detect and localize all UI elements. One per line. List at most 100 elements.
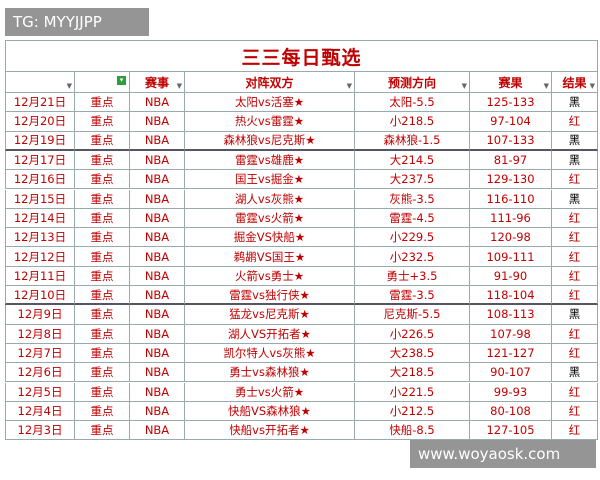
table-cell: 120-98 — [470, 228, 552, 248]
table-cell: 森林狼-1.5 — [355, 131, 470, 151]
table-cell: 小212.5 — [355, 401, 470, 422]
table-cell: 红 — [552, 170, 598, 190]
header-cell: 对阵双方 ▼ — [185, 72, 355, 93]
table-cell: 81-97 — [470, 150, 552, 171]
table-cell: 掘金VS快船★ — [185, 228, 355, 248]
table-cell: 快船VS森林狼★ — [185, 401, 355, 422]
table-cell: 重点 — [75, 266, 130, 286]
table-cell: 重点 — [75, 247, 130, 267]
table-cell: 灰熊-3.5 — [355, 189, 470, 209]
header-cell: 预测方向 ▼ — [355, 72, 470, 93]
table-cell: 黑 — [552, 363, 598, 383]
table-cell: 大238.5 — [355, 343, 470, 364]
table-cell: 12月6日 — [5, 363, 75, 383]
table-cell: 12月9日 — [5, 305, 75, 325]
table-cell: 121-127 — [470, 343, 552, 364]
table-cell: 12月11日 — [5, 266, 75, 286]
table-cell: 12月7日 — [5, 343, 75, 364]
table-cell: NBA — [130, 401, 185, 422]
table-cell: 129-130 — [470, 170, 552, 190]
table-cell: 雷霆-3.5 — [355, 286, 470, 306]
table-cell: 红 — [552, 324, 598, 344]
table-cell: 快船-8.5 — [355, 421, 470, 441]
table-cell: 雷霆-4.5 — [355, 208, 470, 229]
header-cell: 赛果 ▼ — [470, 72, 552, 93]
table-cell: 109-111 — [470, 247, 552, 267]
table-cell: NBA — [130, 343, 185, 364]
table-cell: 90-107 — [470, 363, 552, 383]
table-cell: 111-96 — [470, 208, 552, 229]
table-cell: NBA — [130, 189, 185, 209]
table-cell: 小229.5 — [355, 228, 470, 248]
table-cell: 小226.5 — [355, 324, 470, 344]
table-cell: 108-113 — [470, 305, 552, 325]
table-cell: 重点 — [75, 382, 130, 402]
table-cell: NBA — [130, 286, 185, 306]
table-cell: 鹈鹕VS国王★ — [185, 247, 355, 267]
table-cell: 雷霆vs火箭★ — [185, 208, 355, 229]
table-cell: 116-110 — [470, 189, 552, 209]
table-cell: 火箭vs勇士★ — [185, 266, 355, 286]
table-cell: 凯尔特人vs灰熊★ — [185, 343, 355, 364]
table-cell: 91-90 — [470, 266, 552, 286]
table-cell: 重点 — [75, 286, 130, 306]
table-cell: 12月13日 — [5, 228, 75, 248]
table-cell: 小218.5 — [355, 112, 470, 132]
header-cell: 结果 ▼ — [552, 72, 598, 93]
table-cell: NBA — [130, 382, 185, 402]
table-cell: 森林狼vs尼克斯★ — [185, 131, 355, 151]
header-cell: 赛事 ▼ — [130, 72, 185, 93]
table-cell: 红 — [552, 421, 598, 441]
table-cell: 黑 — [552, 189, 598, 209]
table-cell: 重点 — [75, 150, 130, 171]
table-cell: 12月12日 — [5, 247, 75, 267]
table-cell: 太阳-5.5 — [355, 93, 470, 113]
table-cell: 12月15日 — [5, 189, 75, 209]
table-cell: 107-133 — [470, 131, 552, 151]
table-cell: NBA — [130, 421, 185, 441]
header-cell: ▾ — [75, 72, 130, 93]
table-cell: 红 — [552, 112, 598, 132]
table-cell: 12月19日 — [5, 131, 75, 151]
table-cell: 红 — [552, 247, 598, 267]
header-cell: ▼ — [5, 72, 75, 93]
table-cell: 12月5日 — [5, 382, 75, 402]
table-cell: 重点 — [75, 421, 130, 441]
table-cell: 雷霆vs独行侠★ — [185, 286, 355, 306]
table-cell: NBA — [130, 266, 185, 286]
table-cell: 重点 — [75, 305, 130, 325]
table-cell: 重点 — [75, 401, 130, 422]
table-cell: 重点 — [75, 112, 130, 132]
table-cell: 重点 — [75, 189, 130, 209]
table-cell: 12月8日 — [5, 324, 75, 344]
table-cell: NBA — [130, 305, 185, 325]
table-cell: 99-93 — [470, 382, 552, 402]
table-title: 三三每日甄选 — [5, 40, 598, 72]
table-cell: 大218.5 — [355, 363, 470, 383]
table-cell: 重点 — [75, 208, 130, 229]
table-cell: 97-104 — [470, 112, 552, 132]
table-cell: 热火vs雷霆★ — [185, 112, 355, 132]
table-cell: 107-98 — [470, 324, 552, 344]
table-cell: 国王vs掘金★ — [185, 170, 355, 190]
table-cell: 重点 — [75, 228, 130, 248]
table-cell: 80-108 — [470, 401, 552, 422]
table-cell: 125-133 — [470, 93, 552, 113]
table-cell: 猛龙vs尼克斯★ — [185, 305, 355, 325]
table-cell: 118-104 — [470, 286, 552, 306]
table-cell: 勇士vs森林狼★ — [185, 363, 355, 383]
table-cell: 大214.5 — [355, 150, 470, 171]
table-cell: 黑 — [552, 131, 598, 151]
table-cell: 12月4日 — [5, 401, 75, 422]
table-cell: 红 — [552, 401, 598, 422]
table-cell: 雷霆vs雄鹿★ — [185, 150, 355, 171]
watermark: TG: MYYJJPP — [5, 8, 149, 36]
table-cell: NBA — [130, 93, 185, 113]
table-cell: 红 — [552, 208, 598, 229]
table-cell: NBA — [130, 131, 185, 151]
table-cell: 黑 — [552, 93, 598, 113]
table-cell: 重点 — [75, 343, 130, 364]
table-cell: NBA — [130, 324, 185, 344]
table-cell: 黑 — [552, 150, 598, 171]
table-cell: 太阳vs活塞★ — [185, 93, 355, 113]
